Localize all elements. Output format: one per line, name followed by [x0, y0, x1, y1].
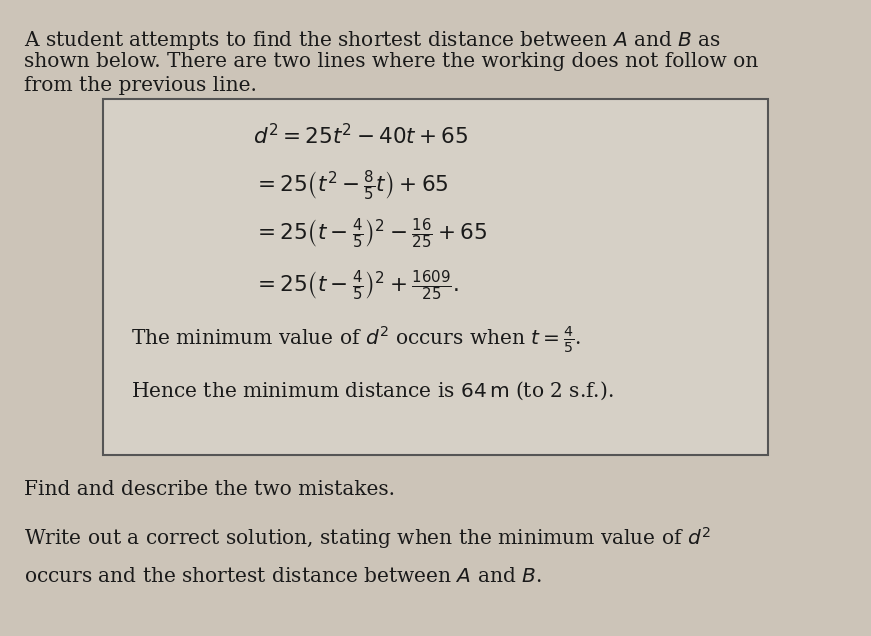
Text: The minimum value of $d^2$ occurs when $t = \frac{4}{5}$.: The minimum value of $d^2$ occurs when $…: [131, 324, 581, 355]
Text: Hence the minimum distance is $64\,\mathrm{m}$ (to 2 s.f.).: Hence the minimum distance is $64\,\math…: [131, 380, 613, 402]
FancyBboxPatch shape: [103, 99, 767, 455]
Text: occurs and the shortest distance between $A$ and $B$.: occurs and the shortest distance between…: [24, 567, 542, 586]
Text: from the previous line.: from the previous line.: [24, 76, 257, 95]
Text: Write out a correct solution, stating when the minimum value of $d^2$: Write out a correct solution, stating wh…: [24, 525, 711, 551]
Text: Find and describe the two mistakes.: Find and describe the two mistakes.: [24, 480, 395, 499]
Text: shown below. There are two lines where the working does not follow on: shown below. There are two lines where t…: [24, 52, 758, 71]
Text: $= 25\left(t - \frac{4}{5}\right)^2 - \frac{16}{25} + 65$: $= 25\left(t - \frac{4}{5}\right)^2 - \f…: [253, 216, 488, 251]
Text: A student attempts to find the shortest distance between $A$ and $B$ as: A student attempts to find the shortest …: [24, 29, 720, 52]
Text: $= 25\left(t - \frac{4}{5}\right)^2 + \frac{1609}{25}.$: $= 25\left(t - \frac{4}{5}\right)^2 + \f…: [253, 268, 459, 303]
Text: $d^2 = 25t^2 - 40t + 65$: $d^2 = 25t^2 - 40t + 65$: [253, 124, 469, 149]
Text: $= 25\left(t^2 - \frac{8}{5}t\right) + 65$: $= 25\left(t^2 - \frac{8}{5}t\right) + 6…: [253, 169, 449, 204]
